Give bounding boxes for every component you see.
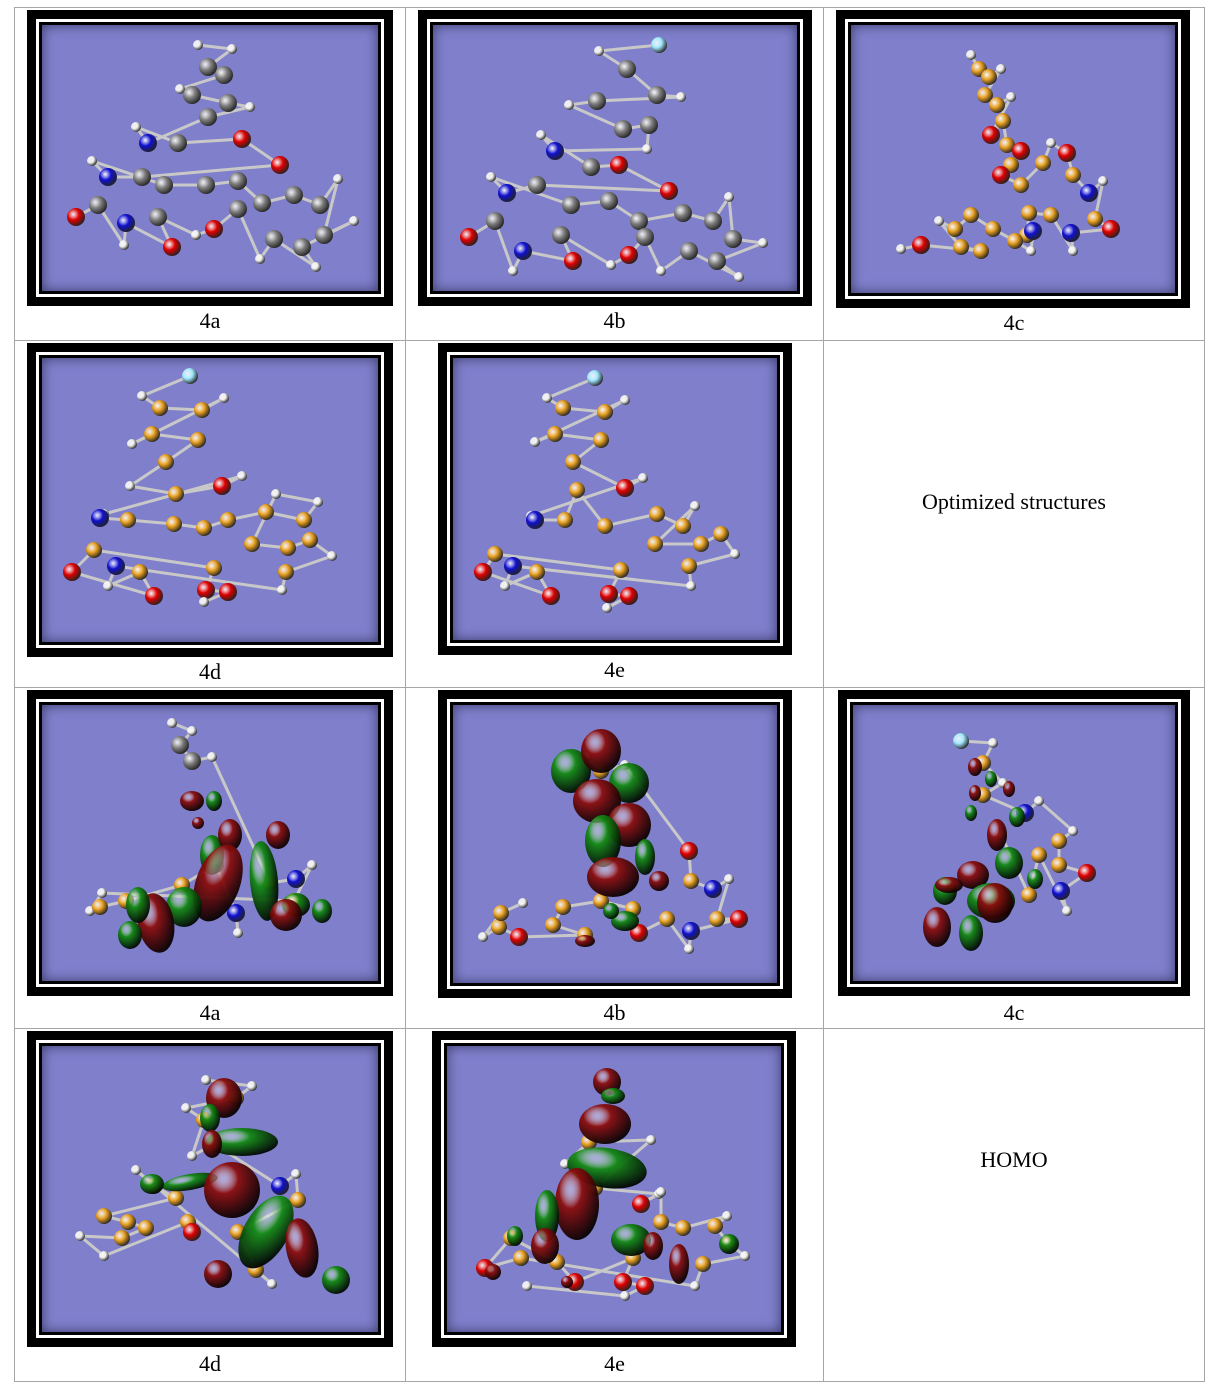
orbital-frame bbox=[432, 1031, 796, 1347]
orbital-frame bbox=[27, 1031, 393, 1347]
cell-homo-4d: 4d bbox=[14, 1028, 406, 1382]
cell-homo-caption: HOMO bbox=[823, 1028, 1205, 1382]
panel-label: 4d bbox=[199, 1351, 221, 1376]
panel-label: 4e bbox=[604, 1351, 625, 1376]
panel-label: 4d bbox=[199, 659, 221, 684]
cell-opt-caption: Optimized structures bbox=[823, 340, 1205, 688]
molecule-frame bbox=[418, 10, 812, 306]
cell-opt-4e: 4e bbox=[405, 340, 824, 688]
cell-opt-4a: 4a bbox=[14, 7, 406, 341]
panel-label: 4e bbox=[604, 657, 625, 682]
molecule-4b-optimized bbox=[460, 37, 768, 282]
panel-label: 4c bbox=[1003, 310, 1025, 335]
panel-label: 4a bbox=[199, 1000, 221, 1025]
section-caption: HOMO bbox=[980, 1147, 1048, 1172]
molecule-4c-optimized bbox=[896, 50, 1120, 259]
cell-homo-4b: 4b bbox=[405, 687, 824, 1029]
orbital-frame bbox=[838, 690, 1190, 996]
molecule-frame bbox=[27, 343, 393, 657]
cell-homo-4c: 4c bbox=[823, 687, 1205, 1029]
homo-4c bbox=[923, 733, 1096, 951]
panel-label: 4a bbox=[199, 308, 221, 333]
orbital-frame bbox=[27, 690, 393, 996]
orbital-frame bbox=[438, 690, 792, 998]
molecule-frame bbox=[27, 10, 393, 306]
panel-label: 4b bbox=[603, 308, 626, 333]
homo-4b bbox=[478, 729, 748, 954]
section-caption: Optimized structures bbox=[922, 489, 1106, 514]
cell-opt-4d: 4d bbox=[14, 340, 406, 688]
molecule-frame bbox=[438, 343, 792, 655]
cell-homo-4a: 4a bbox=[14, 687, 406, 1029]
cell-opt-4b: 4b bbox=[405, 7, 824, 341]
cell-opt-4c: 4c bbox=[823, 7, 1205, 341]
homo-4a bbox=[85, 718, 332, 953]
panel-label: 4c bbox=[1003, 1000, 1025, 1025]
panel-label: 4b bbox=[603, 1000, 626, 1025]
molecule-4e-optimized bbox=[474, 370, 740, 613]
figure-table: 4a 4b 4c 4d bbox=[14, 7, 1205, 1382]
molecule-4d-optimized bbox=[63, 368, 337, 607]
molecule-frame bbox=[836, 10, 1190, 308]
homo-4d bbox=[75, 1075, 350, 1294]
molecule-4a-optimized bbox=[67, 40, 359, 272]
cell-homo-4e: 4e bbox=[405, 1028, 824, 1382]
homo-4e bbox=[476, 1068, 750, 1301]
